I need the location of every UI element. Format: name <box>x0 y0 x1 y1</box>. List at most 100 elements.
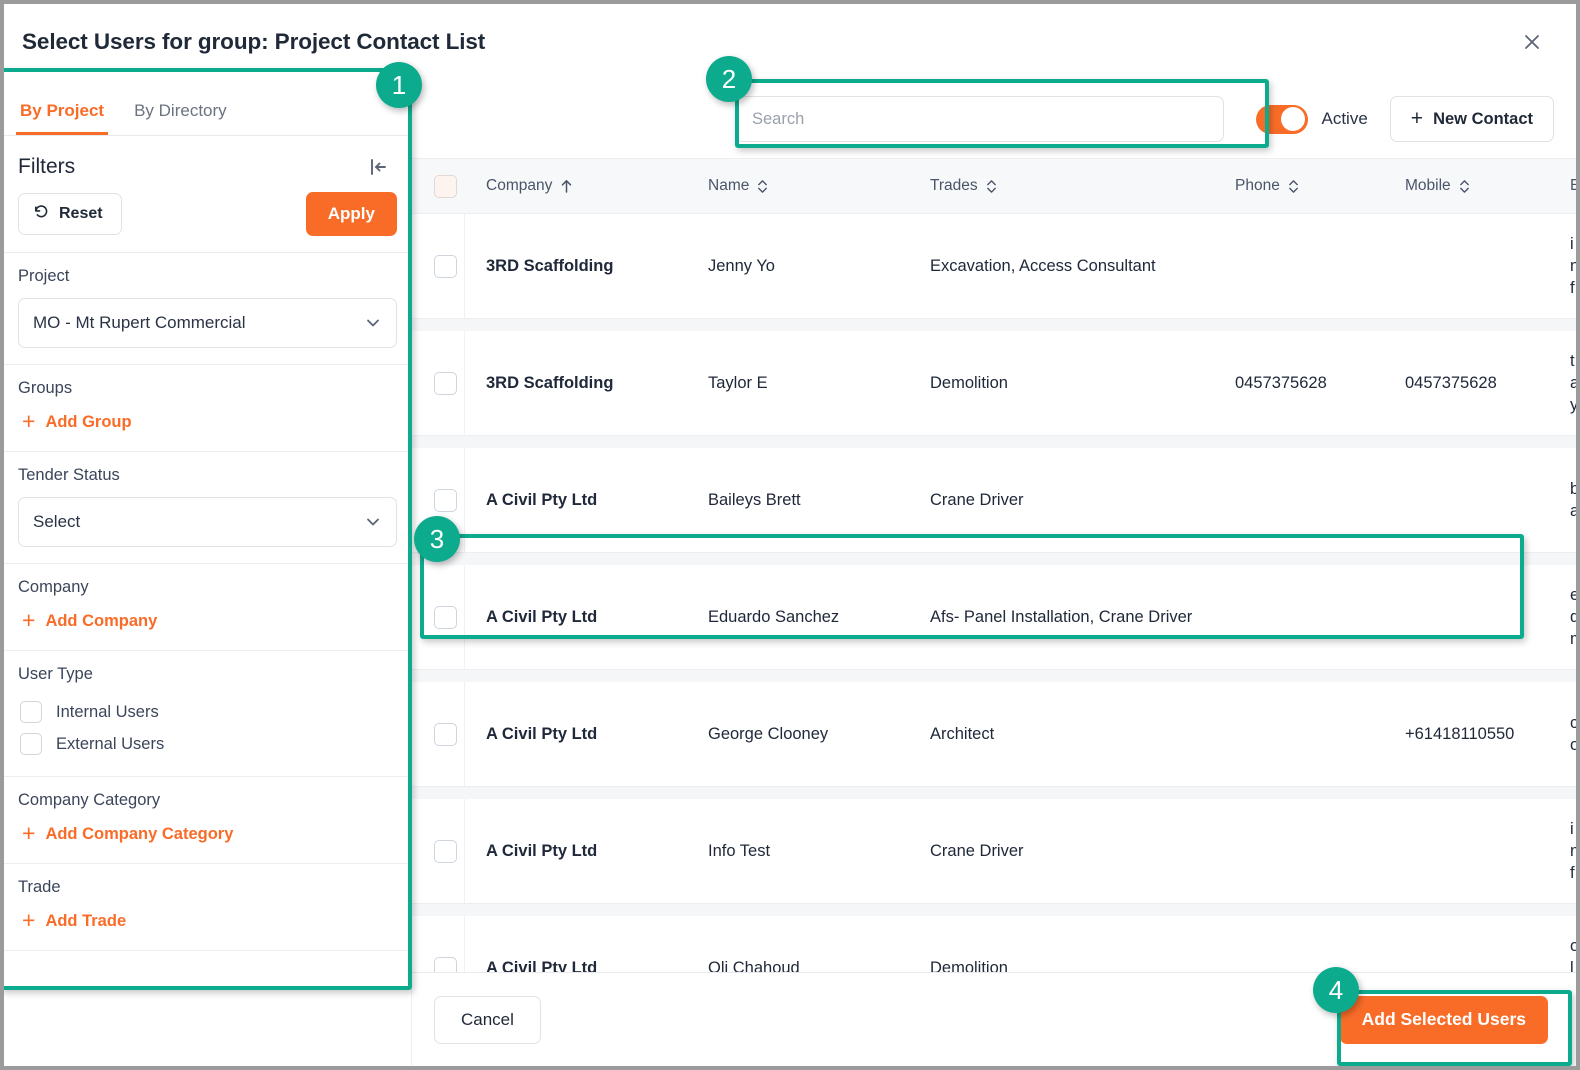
add-trade-button[interactable]: + Add Trade <box>18 909 397 934</box>
cell-company: 3RD Scaffolding <box>486 256 614 275</box>
cell-trades: Excavation, Access Consultant <box>930 256 1156 275</box>
row-checkbox[interactable] <box>434 488 486 512</box>
row-checkbox[interactable] <box>434 839 486 863</box>
add-company-category-label: Add Company Category <box>45 825 234 843</box>
column-header-mobile[interactable]: Mobile <box>1405 177 1570 195</box>
cell-email: ba <box>1570 479 1576 520</box>
filter-group-company: Company + Add Company <box>4 564 411 651</box>
select-all-checkbox[interactable] <box>434 174 486 198</box>
filters-panel: By Project By Directory Filters <box>4 80 412 1066</box>
plus-icon: + <box>22 820 36 846</box>
reset-button[interactable]: Reset <box>18 193 122 235</box>
row-checkbox[interactable] <box>434 254 486 278</box>
row-checkbox[interactable] <box>434 722 486 746</box>
checkbox-box <box>20 733 42 755</box>
checkbox-box <box>434 174 457 198</box>
checkbox-box <box>434 254 457 278</box>
active-toggle[interactable] <box>1255 104 1308 134</box>
cell-email: edm <box>1570 585 1576 649</box>
sort-none-icon <box>1288 179 1299 194</box>
filters-actions: Reset Apply <box>4 192 411 253</box>
filter-group-groups: Groups + Add Group <box>4 365 411 452</box>
tab-by-directory[interactable]: By Directory <box>134 101 227 120</box>
column-header-email[interactable]: Em <box>1570 177 1576 195</box>
dialog-body: By Project By Directory Filters <box>4 80 1576 1066</box>
row-divider <box>464 916 465 972</box>
row-checkbox[interactable] <box>434 956 486 972</box>
cell-name: George Clooney <box>708 724 829 743</box>
filter-label-company-category: Company Category <box>18 791 161 809</box>
new-contact-label: New Contact <box>1433 109 1533 128</box>
plus-icon: + <box>22 607 36 633</box>
cell-company: A Civil Pty Ltd <box>486 607 598 626</box>
active-toggle-label: Active <box>1321 109 1368 128</box>
tender-status-select[interactable]: Select <box>18 497 397 547</box>
apply-button[interactable]: Apply <box>305 192 397 236</box>
filter-label-company: Company <box>18 578 89 596</box>
tab-by-project[interactable]: By Project <box>16 101 109 135</box>
row-spacer <box>412 904 1576 916</box>
table-row[interactable]: A Civil Pty Ltd Baileys Brett Crane Driver… <box>412 448 1576 553</box>
plus-icon: + <box>22 907 36 933</box>
cancel-button[interactable]: Cancel <box>434 995 541 1044</box>
filters-header: Filters <box>4 136 411 192</box>
filter-label-tender-status: Tender Status <box>18 466 120 484</box>
cell-email: inf <box>1570 234 1576 298</box>
select-users-dialog: Select Users for group: Project Contact … <box>4 4 1576 1066</box>
cell-mobile: +61418110550 <box>1405 724 1515 743</box>
cell-email: inf <box>1570 819 1576 883</box>
cell-email: tay <box>1570 351 1576 415</box>
content-panel: Active + New Contact Company <box>412 80 1576 1066</box>
table-row[interactable]: 3RD Scaffolding Jenny Yo Excavation, Acces… <box>412 214 1576 319</box>
sort-none-icon <box>757 179 768 194</box>
table-row[interactable]: A Civil Pty Ltd Info Test Crane Driver inf <box>412 799 1576 904</box>
reset-label: Reset <box>59 205 103 222</box>
filter-group-trade: Trade + Add Trade <box>4 864 411 951</box>
filter-group-company-category: Company Category + Add Company Category <box>4 777 411 864</box>
project-select-value: MO - Mt Rupert Commercial <box>33 313 246 332</box>
contacts-table: Company Name Trades <box>412 158 1576 972</box>
column-header-name[interactable]: Name <box>708 177 930 195</box>
close-icon[interactable] <box>1514 24 1550 60</box>
project-select[interactable]: MO - Mt Rupert Commercial <box>18 298 397 348</box>
cell-company: A Civil Pty Ltd <box>486 490 598 509</box>
tender-status-select-value: Select <box>33 512 81 531</box>
row-spacer <box>412 787 1576 799</box>
table-row[interactable]: A Civil Pty Ltd George Clooney Architect +6… <box>412 682 1576 787</box>
checkbox-box <box>434 371 457 395</box>
search-input[interactable] <box>735 96 1224 142</box>
add-selected-users-button[interactable]: Add Selected Users <box>1339 995 1548 1044</box>
row-divider <box>464 214 465 318</box>
sort-none-icon <box>986 179 997 194</box>
add-company-category-button[interactable]: + Add Company Category <box>18 822 397 847</box>
column-header-phone[interactable]: Phone <box>1235 177 1405 195</box>
table-row[interactable]: 3RD Scaffolding Taylor E Demolition 0457375… <box>412 331 1576 436</box>
checkbox-box <box>434 956 457 972</box>
add-group-button[interactable]: + Add Group <box>18 410 397 435</box>
table-rows: 3RD Scaffolding Jenny Yo Excavation, Acces… <box>412 214 1576 972</box>
row-checkbox[interactable] <box>434 605 486 629</box>
checkbox-box <box>434 488 457 512</box>
table-row[interactable]: A Civil Pty Ltd Eduardo Sanchez Afs- Panel… <box>412 565 1576 670</box>
column-header-mobile-label: Mobile <box>1405 177 1451 194</box>
cell-phone: 0457375628 <box>1235 373 1327 392</box>
add-trade-label: Add Trade <box>45 912 127 930</box>
add-company-button[interactable]: + Add Company <box>18 609 397 634</box>
row-checkbox[interactable] <box>434 371 486 395</box>
content-toolbar: Active + New Contact <box>412 80 1576 158</box>
column-header-trades[interactable]: Trades <box>930 177 1235 195</box>
checkbox-internal-users[interactable]: Internal Users <box>18 696 397 728</box>
column-header-name-label: Name <box>708 177 750 194</box>
table-row[interactable]: A Civil Pty Ltd Oli Chahoud Demolition oli <box>412 916 1576 972</box>
row-divider <box>464 448 465 552</box>
column-header-company[interactable]: Company <box>486 177 708 195</box>
checkbox-external-users[interactable]: External Users <box>18 728 397 760</box>
row-divider <box>464 565 465 669</box>
cell-trades: Crane Driver <box>930 490 1024 509</box>
collapse-left-icon[interactable] <box>363 152 393 182</box>
row-spacer <box>412 553 1576 565</box>
new-contact-button[interactable]: + New Contact <box>1389 96 1554 142</box>
filters-list[interactable]: Project MO - Mt Rupert Commercial Groups… <box>4 253 411 1066</box>
plus-icon: + <box>1410 107 1424 130</box>
dialog-titlebar: Select Users for group: Project Contact … <box>4 4 1576 80</box>
